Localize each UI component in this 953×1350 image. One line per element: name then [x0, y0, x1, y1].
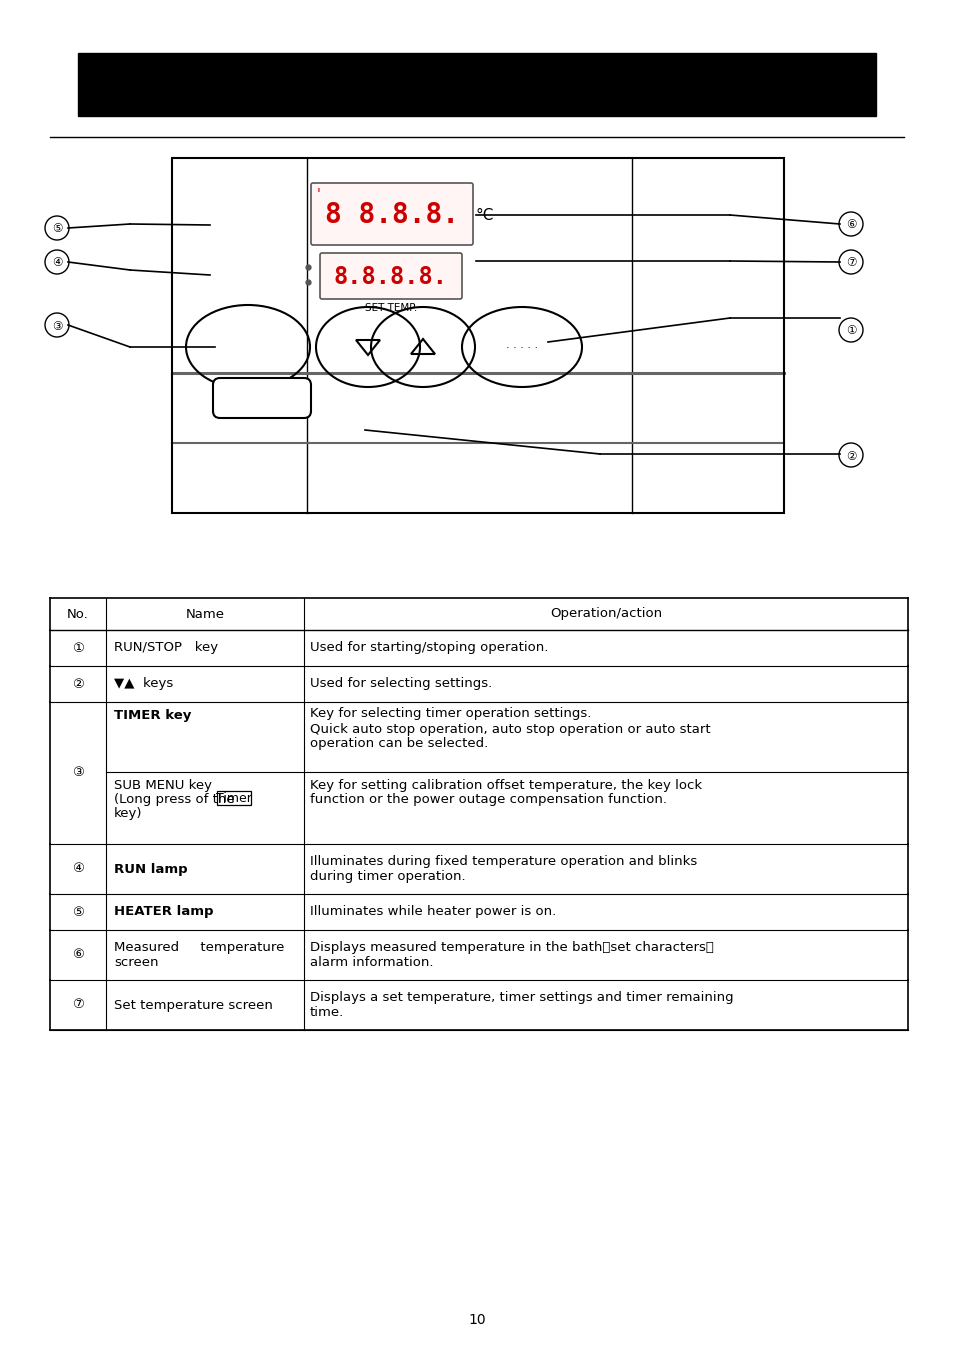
Text: °C: °C	[476, 208, 494, 223]
Text: ⑥: ⑥	[845, 219, 856, 231]
Text: 10: 10	[468, 1314, 485, 1327]
Text: 8.8.8.8.: 8.8.8.8.	[334, 265, 448, 289]
Text: Displays measured temperature in the bathシset charactersシ: Displays measured temperature in the bat…	[310, 941, 713, 954]
Text: ②: ②	[72, 678, 84, 690]
Text: HEATER lamp: HEATER lamp	[113, 906, 213, 918]
Text: Key for selecting timer operation settings.: Key for selecting timer operation settin…	[310, 707, 591, 721]
Text: ①: ①	[845, 324, 856, 338]
Text: ': '	[316, 188, 320, 201]
Bar	[216, 791, 251, 805]
Text: RUN lamp: RUN lamp	[113, 863, 188, 876]
Text: SUB MENU key: SUB MENU key	[113, 779, 212, 791]
Text: Illuminates while heater power is on.: Illuminates while heater power is on.	[310, 906, 556, 918]
Text: Displays a set temperature, timer settings and timer remaining: Displays a set temperature, timer settin…	[310, 991, 733, 1004]
Text: ③: ③	[72, 767, 84, 779]
Bar	[172, 158, 783, 513]
Text: key): key)	[113, 807, 142, 821]
Text: during timer operation.: during timer operation.	[310, 869, 465, 883]
Text: Used for starting/stoping operation.: Used for starting/stoping operation.	[310, 641, 548, 655]
Text: ④: ④	[72, 863, 84, 876]
Text: 8 8.8.8.: 8 8.8.8.	[325, 201, 458, 230]
Text: Timer: Timer	[215, 791, 252, 805]
FancyBboxPatch shape	[311, 184, 473, 244]
Text: (Long press of the: (Long press of the	[113, 792, 238, 806]
Text: SET TEMP.: SET TEMP.	[364, 302, 416, 313]
Text: function or the power outage compensation function.: function or the power outage compensatio…	[310, 794, 666, 806]
Text: operation can be selected.: operation can be selected.	[310, 737, 488, 751]
Text: ⑦: ⑦	[72, 999, 84, 1011]
Text: ▼▲  keys: ▼▲ keys	[113, 678, 173, 690]
Text: ⑦: ⑦	[845, 256, 856, 270]
FancyBboxPatch shape	[319, 252, 461, 298]
Text: Illuminates during fixed temperature operation and blinks: Illuminates during fixed temperature ope…	[310, 855, 697, 868]
Text: ①: ①	[72, 641, 84, 655]
Bar	[78, 53, 875, 116]
Text: Operation/action: Operation/action	[549, 608, 661, 621]
Text: Measured     temperature: Measured temperature	[113, 941, 284, 954]
Text: ⑤: ⑤	[51, 223, 62, 235]
FancyBboxPatch shape	[213, 378, 311, 418]
Text: TIMER key: TIMER key	[113, 710, 192, 722]
Text: ⑤: ⑤	[72, 906, 84, 918]
Text: RUN/STOP   key: RUN/STOP key	[113, 641, 218, 655]
Text: ⑥: ⑥	[72, 949, 84, 961]
Text: ②: ②	[845, 450, 856, 463]
Text: Key for setting calibration offset temperature, the key lock: Key for setting calibration offset tempe…	[310, 779, 701, 791]
Text: Used for selecting settings.: Used for selecting settings.	[310, 678, 492, 690]
Text: · · · · ·: · · · · ·	[505, 343, 537, 352]
Text: time.: time.	[310, 1006, 344, 1019]
Text: ③: ③	[51, 320, 62, 332]
Text: alarm information.: alarm information.	[310, 956, 433, 969]
Text: No.: No.	[67, 608, 89, 621]
Text: ④: ④	[51, 256, 62, 270]
Text: screen: screen	[113, 956, 158, 969]
Text: Name: Name	[185, 608, 224, 621]
Text: Quick auto stop operation, auto stop operation or auto start: Quick auto stop operation, auto stop ope…	[310, 722, 710, 736]
Text: Set temperature screen: Set temperature screen	[113, 999, 273, 1011]
